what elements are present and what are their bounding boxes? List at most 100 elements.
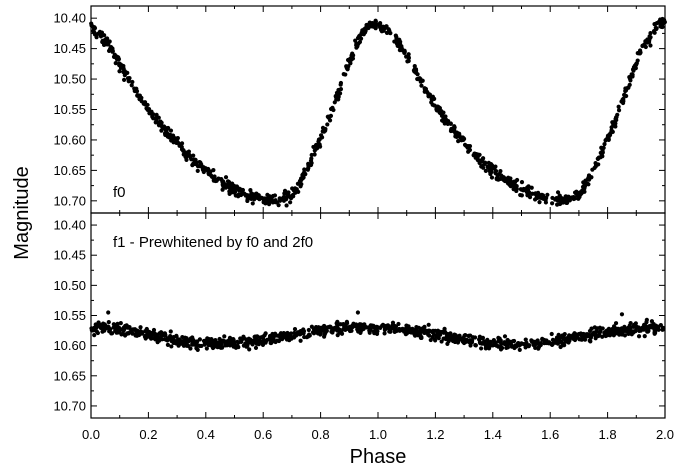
data-point [504,179,509,184]
x-tick-label: 0.6 [254,427,272,442]
data-point [604,328,609,333]
data-point [558,344,563,350]
data-point [349,53,354,58]
data-point [307,332,312,337]
y-tick-label: 10.60 [53,338,86,353]
data-point [550,201,555,206]
data-point [114,330,119,335]
data-point [298,338,303,343]
data-point [327,118,333,123]
data-point [371,324,376,330]
x-tick-label: 1.2 [426,427,444,442]
data-point [117,63,122,68]
data-point [144,329,150,335]
data-point [263,340,268,345]
data-point [550,342,555,348]
data-point [480,335,486,340]
data-point [445,332,450,337]
bottom-panel: 10.40 10.45 10.50 10.55 10.60 10.65 10.70 f1 -… [53,213,666,418]
data-point [606,136,611,142]
data-point [163,128,168,133]
data-point [206,166,211,172]
data-point [119,332,124,337]
top-panel-ticks [90,6,666,213]
data-point [165,342,170,347]
data-point [297,332,302,337]
data-point [560,333,565,338]
data-point [579,336,584,341]
data-point [208,173,214,178]
data-point [115,321,120,326]
data-point [127,76,132,81]
data-point [381,24,386,29]
data-point [406,52,411,57]
data-point [620,330,625,336]
data-point [493,171,498,176]
bottom-panel-label: f1 - Prewhitened by f0 and 2f0 [113,234,313,251]
data-point [627,82,632,88]
data-point [118,321,123,326]
data-point [356,329,361,334]
data-point [546,341,551,346]
data-point [318,331,323,336]
data-point [248,340,253,345]
data-point [651,325,656,331]
top-panel-frame [90,5,666,214]
y-axis-title: Magnitude [11,166,33,259]
data-point [422,86,427,91]
data-point [297,181,303,186]
data-point [191,338,196,343]
data-point [353,38,358,43]
data-point [636,334,642,339]
data-point [124,331,130,336]
data-point [519,193,524,198]
data-point [631,330,636,335]
data-point [566,194,571,199]
data-point [440,118,446,123]
data-point [134,331,139,337]
data-point [489,169,494,175]
data-point [593,161,598,166]
data-point [154,119,159,124]
data-point [550,195,555,201]
data-point [577,192,582,198]
data-point [444,117,449,123]
data-point [292,326,298,332]
y-tick-label: 10.45 [53,248,86,263]
data-point [439,111,444,116]
data-point [266,200,271,205]
data-point [431,96,436,101]
y-tick-label: 10.50 [53,278,86,293]
data-point [155,334,160,339]
data-point [660,24,665,30]
data-point [523,337,528,342]
x-tick-label: 1.0 [369,427,387,442]
data-point [421,325,426,331]
data-point [343,72,348,77]
data-point [406,55,411,61]
data-point [365,23,370,28]
data-point [642,334,647,339]
data-point [534,340,539,345]
y-tick-label: 10.70 [53,398,86,413]
data-point [259,339,265,345]
data-point [378,325,383,330]
data-point [113,61,118,66]
y-tick-label: 10.40 [53,11,86,26]
data-point [660,327,665,332]
data-point [232,189,238,194]
data-point [494,177,499,182]
data-point [332,100,337,105]
data-point [395,328,400,333]
data-point [288,334,293,339]
data-point [627,76,633,81]
data-point [229,190,234,195]
data-point [221,339,227,344]
data-point [416,325,421,330]
data-point [201,338,207,344]
data-point [239,338,244,343]
data-point [624,328,629,334]
x-tick-label: 1.4 [484,427,502,442]
data-point [382,326,388,331]
data-point [241,343,247,348]
